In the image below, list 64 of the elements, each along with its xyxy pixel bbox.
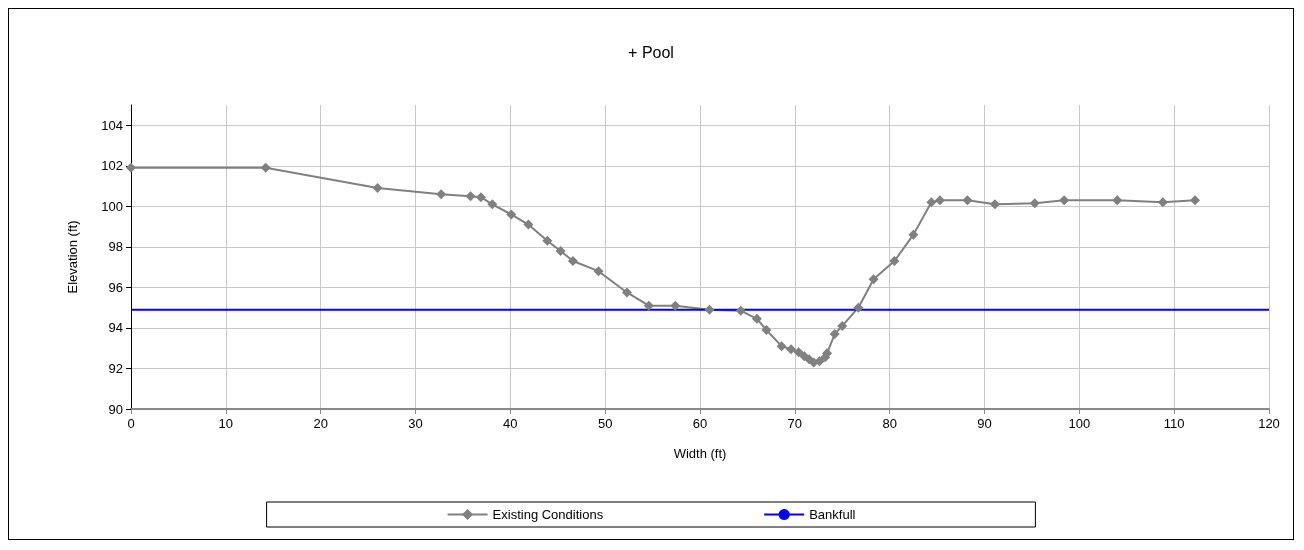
point	[868, 274, 879, 285]
y-tick-label: 90	[108, 401, 123, 417]
y-tick-label: 98	[108, 239, 123, 255]
point	[487, 199, 498, 210]
point	[829, 329, 840, 340]
x-tick-label: 40	[503, 416, 518, 431]
x-tick-label: 120	[1258, 416, 1280, 431]
y-tick-label: 102	[101, 158, 123, 174]
point	[506, 209, 517, 220]
x-tick-label: 110	[1163, 416, 1185, 431]
point	[1029, 198, 1040, 209]
x-tick-label: 60	[692, 416, 708, 431]
point	[934, 195, 945, 206]
point	[704, 304, 715, 315]
point	[1059, 195, 1070, 206]
x-tick-label: 70	[787, 416, 803, 431]
point	[542, 235, 553, 246]
legend-label: Existing Conditions	[492, 507, 604, 522]
point	[776, 341, 787, 352]
point	[853, 302, 864, 313]
point	[735, 305, 746, 316]
point	[989, 199, 1000, 210]
point	[1190, 195, 1201, 206]
point	[523, 219, 534, 230]
x-tick-label: 50	[597, 416, 613, 431]
point	[751, 313, 762, 324]
x-tick-label: 90	[977, 416, 992, 431]
y-tick-label: 104	[101, 117, 123, 133]
point	[889, 256, 900, 267]
point	[593, 266, 604, 277]
point	[260, 162, 271, 173]
point	[567, 256, 578, 267]
point	[436, 189, 447, 200]
point	[465, 191, 476, 202]
point	[555, 245, 566, 256]
y-tick-label: 100	[101, 198, 123, 214]
x-tick-label: 30	[408, 416, 423, 431]
x-tick-label: 100	[1068, 416, 1091, 431]
point	[621, 287, 632, 298]
x-tick-label: 80	[882, 416, 897, 431]
point	[793, 347, 804, 358]
x-tick-label: 0	[127, 416, 135, 431]
point	[670, 300, 681, 311]
point	[761, 324, 772, 335]
point	[475, 192, 486, 203]
point	[372, 183, 383, 194]
y-axis-title: Elevation (ft)	[65, 220, 80, 294]
legend-label: Bankfull	[809, 507, 856, 522]
point	[908, 229, 919, 240]
x-tick-label: 10	[218, 416, 234, 431]
point	[126, 162, 136, 173]
point	[786, 344, 797, 355]
y-tick-label: 94	[108, 320, 123, 336]
y-tick-label: 96	[108, 279, 123, 295]
chart-title: + Pool	[628, 43, 674, 61]
point	[926, 197, 937, 208]
point	[1157, 197, 1168, 208]
y-tick-label: 92	[108, 360, 123, 376]
x-axis-title: Width (ft)	[673, 446, 727, 461]
point	[1112, 195, 1123, 206]
x-tick-label: 20	[313, 416, 328, 431]
point	[962, 195, 973, 206]
point	[837, 320, 848, 331]
point	[643, 300, 654, 311]
